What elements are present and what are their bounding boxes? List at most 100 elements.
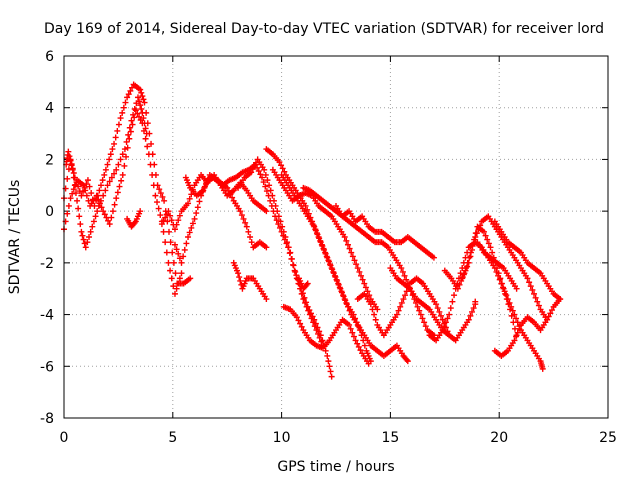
data-point (173, 221, 180, 228)
data-point (277, 218, 284, 225)
data-point (171, 290, 178, 297)
data-point (248, 169, 255, 176)
data-point (165, 259, 172, 266)
data-point (181, 246, 188, 253)
data-point (106, 156, 113, 163)
data-point (163, 249, 170, 256)
data-point (404, 358, 411, 365)
y-tick-label: -6 (40, 359, 54, 375)
data-point (69, 165, 76, 172)
data-point (101, 171, 108, 178)
data-point (513, 333, 520, 340)
data-point (494, 265, 501, 272)
data-point (358, 272, 365, 279)
data-point (516, 325, 523, 332)
data-point (77, 221, 84, 228)
series-arc-16 (387, 265, 479, 344)
data-point (263, 296, 270, 303)
series-arc-13 (333, 202, 437, 261)
data-point (101, 211, 108, 218)
data-point (329, 266, 336, 273)
data-point (497, 275, 504, 282)
data-point (304, 206, 311, 213)
data-point (144, 143, 151, 150)
data-point (311, 323, 318, 330)
data-point (267, 187, 274, 194)
data-point (325, 358, 332, 365)
data-point (156, 186, 163, 193)
data-point (183, 240, 190, 247)
data-point (276, 159, 283, 166)
data-point (79, 232, 86, 239)
data-point (137, 102, 144, 109)
data-point (72, 190, 79, 197)
data-point (284, 239, 291, 246)
data-point (129, 121, 136, 128)
data-point (352, 337, 359, 344)
series-arc-15 (354, 275, 453, 339)
data-point (142, 135, 149, 142)
data-point (162, 239, 169, 246)
data-point (64, 210, 71, 217)
data-point (321, 246, 328, 253)
data-point (259, 174, 266, 181)
data-point (152, 171, 159, 178)
data-point (449, 298, 456, 305)
data-point (328, 373, 335, 380)
data-point (484, 236, 491, 243)
data-point (137, 86, 144, 93)
data-point (460, 271, 467, 278)
data-point (430, 254, 437, 261)
data-point (510, 319, 517, 326)
data-point (342, 297, 349, 304)
data-point (346, 321, 353, 328)
data-point (136, 98, 143, 105)
data-point (124, 144, 131, 151)
data-point (278, 162, 285, 169)
data-point (262, 171, 269, 178)
data-point (160, 217, 167, 224)
data-point (125, 131, 132, 138)
series-arc-19 (459, 213, 551, 323)
data-point (282, 234, 289, 240)
data-point (111, 201, 118, 208)
series-arc-10 (269, 166, 381, 313)
data-point (81, 240, 88, 247)
data-point (188, 224, 195, 231)
data-point (469, 246, 475, 253)
series-arc-02 (63, 94, 150, 251)
data-point (340, 293, 347, 300)
data-point (107, 151, 114, 158)
data-point (441, 323, 448, 330)
data-point (353, 319, 360, 326)
data-point (362, 284, 369, 291)
data-point (304, 280, 311, 287)
data-point (159, 193, 166, 200)
data-point (154, 182, 161, 189)
data-point (274, 208, 281, 215)
data-point (359, 276, 366, 283)
data-point (96, 187, 103, 194)
data-point (123, 153, 130, 160)
data-point (113, 166, 120, 173)
data-point (399, 268, 406, 275)
x-tick-label: 0 (60, 430, 69, 446)
data-point (127, 128, 134, 135)
data-point (134, 94, 141, 101)
data-point (509, 307, 516, 314)
data-point (71, 174, 78, 181)
data-point (288, 255, 295, 262)
y-tick-label: -4 (40, 308, 54, 324)
data-point (167, 212, 174, 219)
data-point (346, 245, 353, 252)
data-point (356, 327, 363, 334)
data-point (160, 228, 167, 235)
data-point (473, 230, 480, 237)
data-point (84, 177, 91, 184)
data-point (143, 109, 150, 116)
data-point (467, 312, 474, 319)
data-point (300, 296, 307, 303)
data-point (115, 161, 122, 168)
data-point (531, 290, 538, 297)
data-point (144, 120, 151, 127)
